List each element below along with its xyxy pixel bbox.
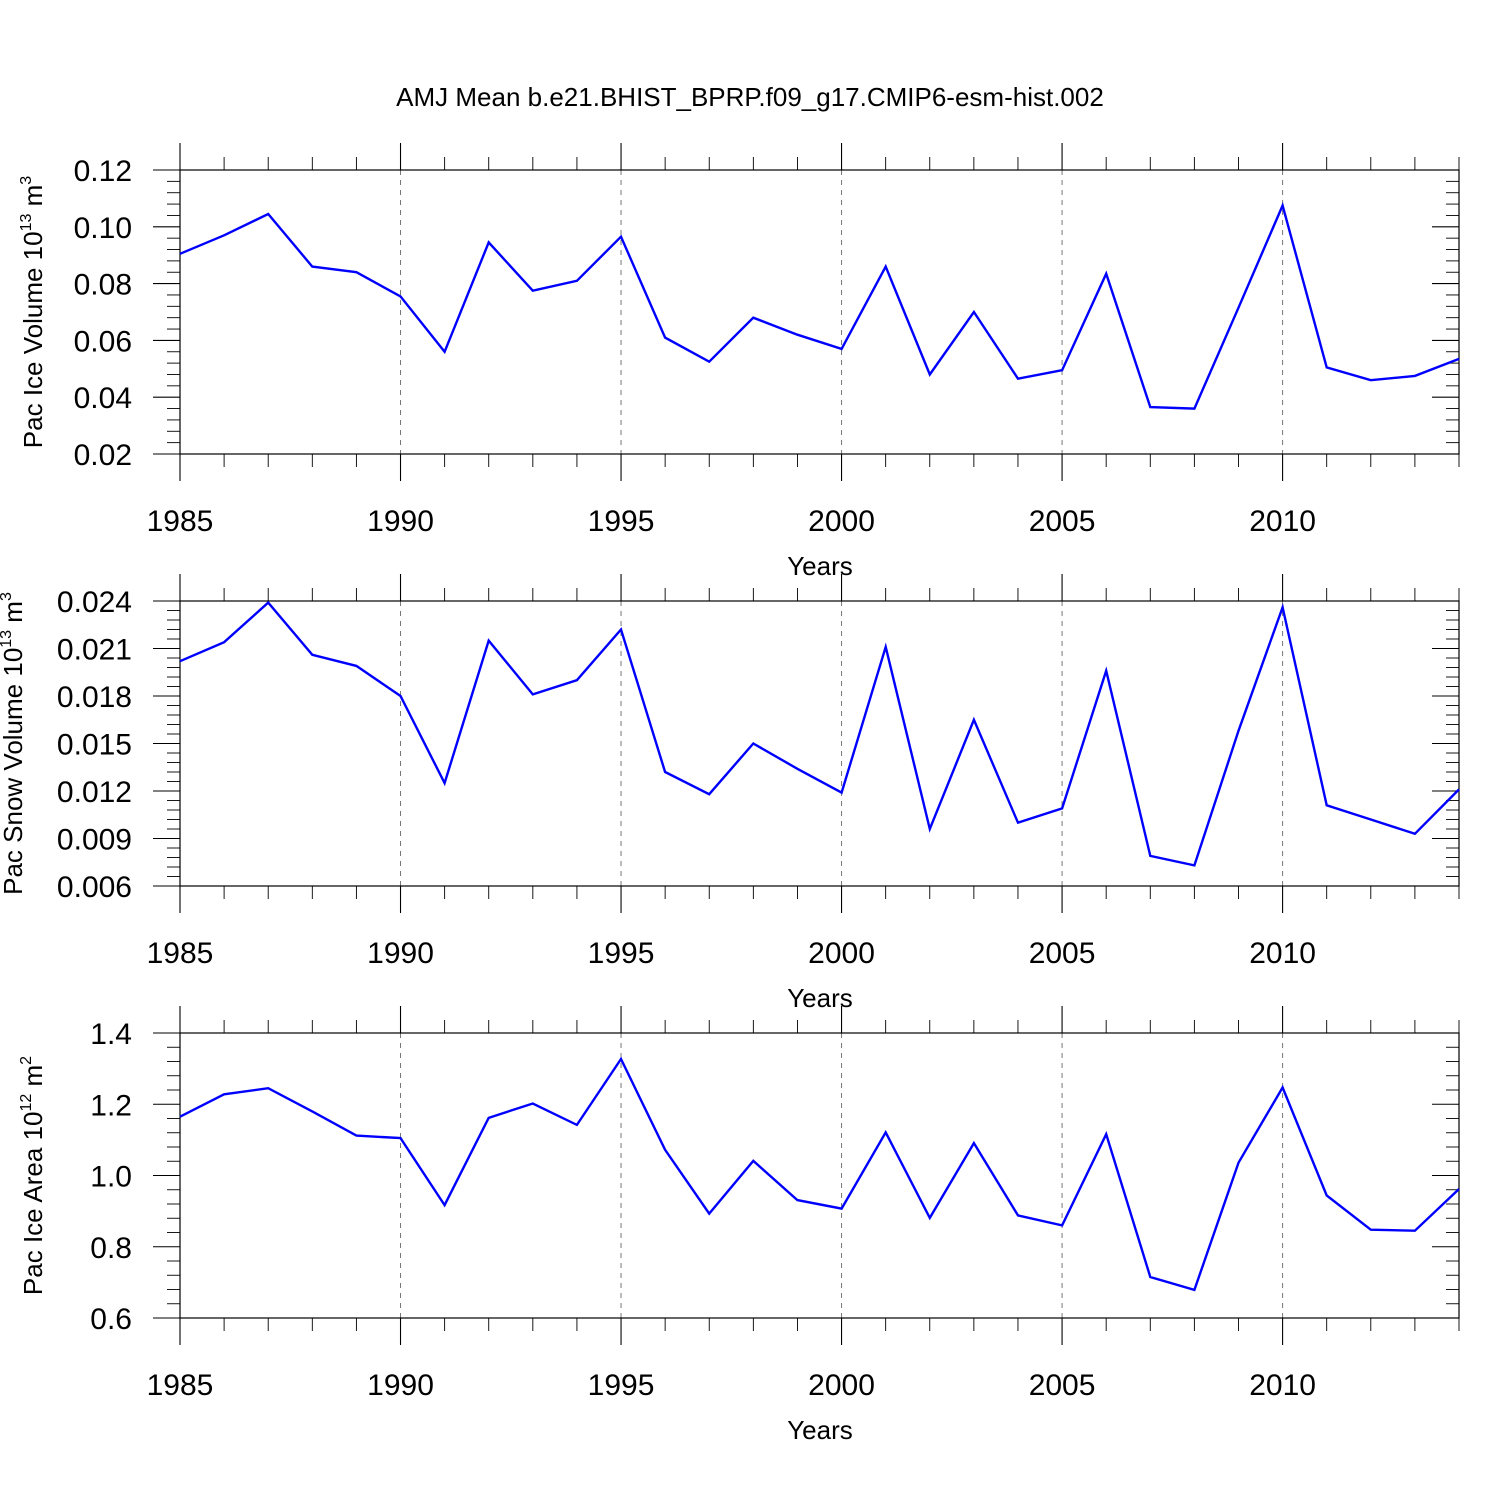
- y-tick-label: 0.08: [74, 269, 132, 302]
- x-tick-label: 2000: [808, 505, 875, 538]
- x-tick-label: 1985: [147, 1369, 214, 1402]
- series-line: [179, 1056, 1460, 1292]
- plot-frame: [179, 600, 1460, 887]
- series-line: [179, 600, 1460, 867]
- y-axis-label: Pac Ice Volume 1013 m3: [18, 176, 48, 449]
- x-tick-label: 2005: [1029, 937, 1096, 970]
- y-tick-label: 0.6: [90, 1303, 132, 1336]
- y-axis-label: Pac Ice Area 1012 m2: [18, 1056, 48, 1295]
- y-tick-label: 0.012: [57, 776, 132, 809]
- x-tick-label: 1990: [367, 505, 434, 538]
- x-tick-label: 2010: [1249, 505, 1316, 538]
- y-tick-label: 0.02: [74, 439, 132, 472]
- y-tick-label: 0.018: [57, 681, 132, 714]
- x-tick-label: 1995: [588, 505, 655, 538]
- x-tick-label: 2005: [1029, 505, 1096, 538]
- x-axis-label: Years: [787, 983, 853, 1013]
- x-tick-label: 1990: [367, 1369, 434, 1402]
- plot-frame: [179, 1032, 1460, 1319]
- y-tick-label: 0.024: [57, 586, 132, 619]
- x-tick-label: 2010: [1249, 1369, 1316, 1402]
- x-tick-label: 2005: [1029, 1369, 1096, 1402]
- x-tick-label: 2000: [808, 937, 875, 970]
- y-tick-label: 0.006: [57, 871, 132, 904]
- x-tick-label: 1995: [588, 937, 655, 970]
- plot-frame: [179, 169, 1460, 455]
- y-tick-label: 0.04: [74, 382, 132, 415]
- x-tick-label: 1985: [147, 505, 214, 538]
- x-axis-label: Years: [787, 551, 853, 581]
- x-tick-label: 1990: [367, 937, 434, 970]
- y-tick-label: 0.021: [57, 634, 132, 667]
- x-tick-label: 2010: [1249, 937, 1316, 970]
- x-tick-label: 2000: [808, 1369, 875, 1402]
- y-tick-label: 0.8: [90, 1232, 132, 1265]
- y-tick-label: 0.009: [57, 824, 132, 857]
- y-tick-label: 1.4: [90, 1018, 132, 1051]
- y-tick-label: 0.10: [74, 212, 132, 245]
- figure-title: AMJ Mean b.e21.BHIST_BPRP.f09_g17.CMIP6-…: [396, 82, 1104, 112]
- y-tick-label: 1.0: [90, 1161, 132, 1194]
- panel-2: 1985 1990 1995 2000 2005 2010 0.006 0.009 0.012 0…: [0, 574, 1460, 1013]
- y-tick-label: 0.06: [74, 325, 132, 358]
- x-tick-label: 1985: [147, 937, 214, 970]
- y-tick-label: 1.2: [90, 1089, 132, 1122]
- x-axis-label: Years: [787, 1415, 853, 1445]
- y-tick-label: 0.015: [57, 729, 132, 762]
- series-line: [179, 201, 1460, 410]
- panel-3: 1985 1990 1995 2000 2005 2010 0.6 0.8 1.0 1.2 1.4 Y…: [18, 1006, 1460, 1445]
- y-tick-label: 0.12: [74, 155, 132, 188]
- y-axis-label: Pac Snow Volume 1013 m3: [0, 592, 28, 895]
- x-tick-label: 1995: [588, 1369, 655, 1402]
- panel-1: 1985 1990 1995 2000 2005 2010 0.02 0.04 0.06 0.08…: [18, 143, 1460, 581]
